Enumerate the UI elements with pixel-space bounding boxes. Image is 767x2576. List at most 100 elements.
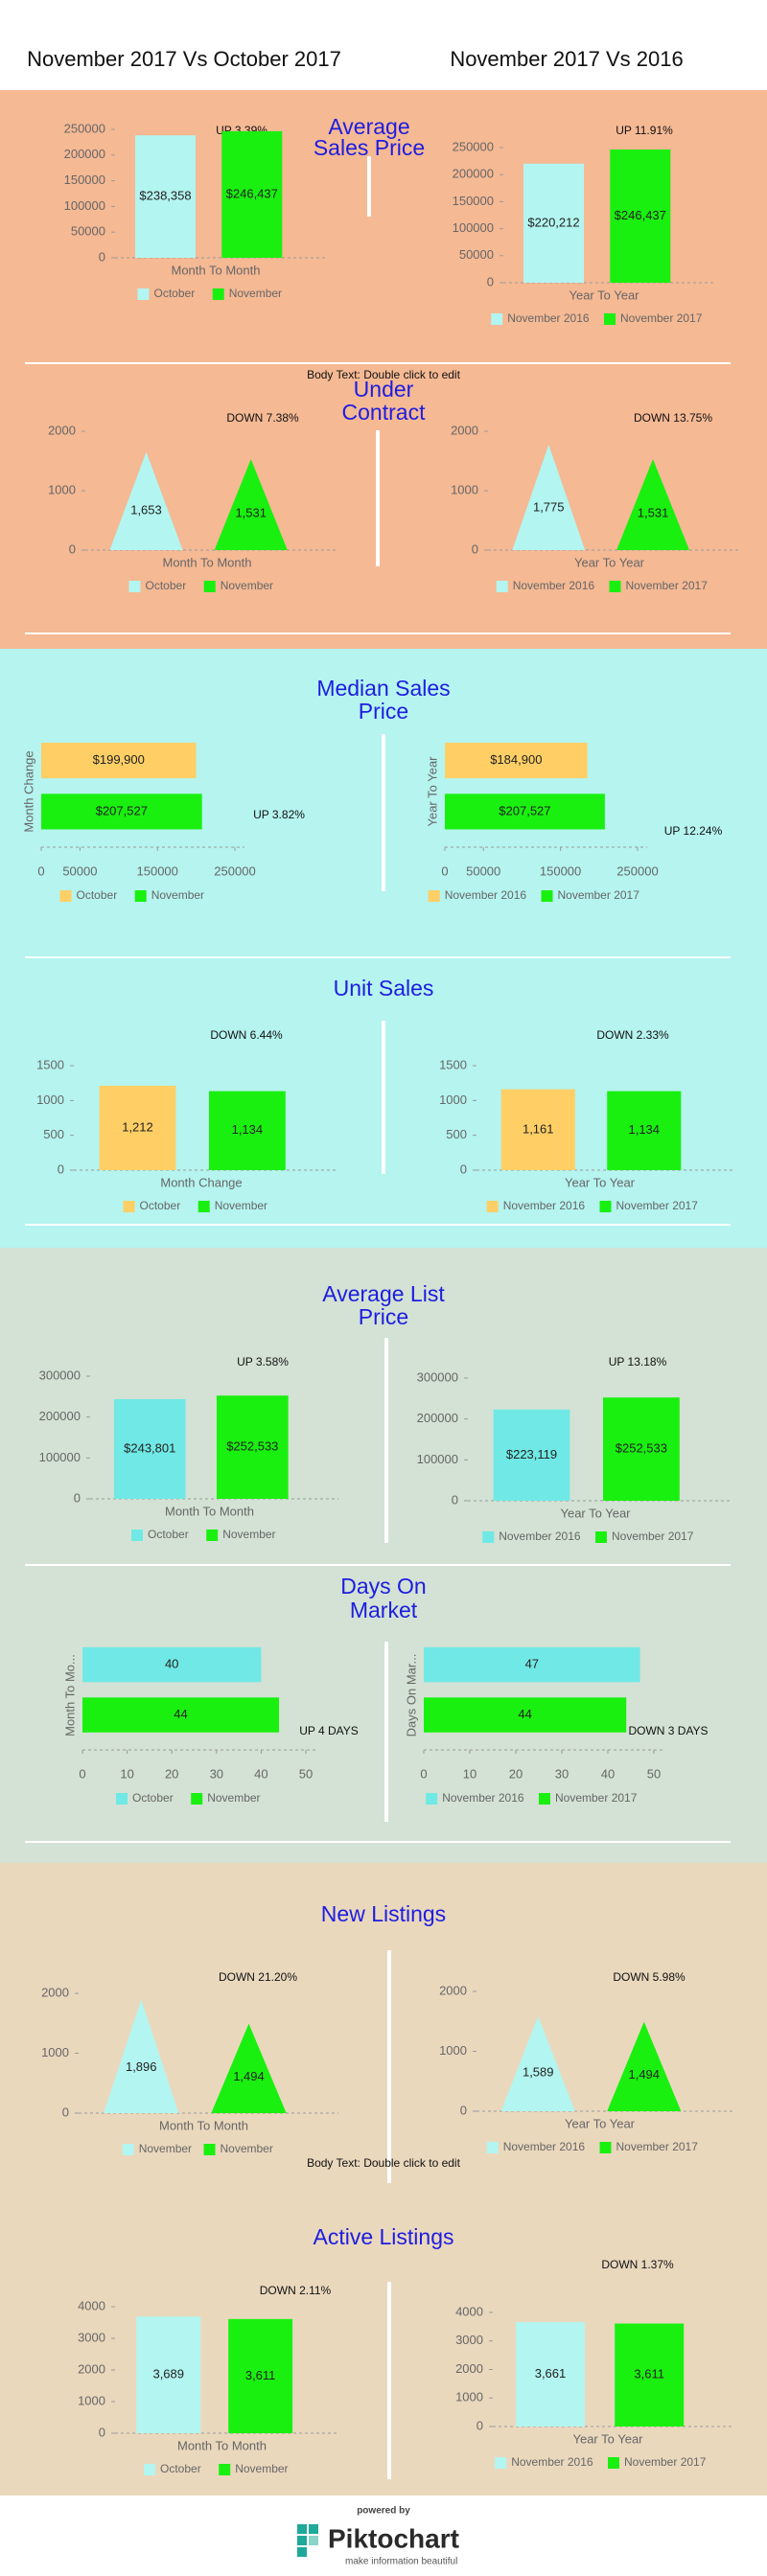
y-tick-label: 1000: [41, 2045, 69, 2059]
bar: [424, 1646, 640, 1683]
y-tick-label: 0: [99, 249, 105, 264]
y-tick-label: 50000: [459, 247, 494, 262]
value-label: $184,900: [490, 752, 542, 767]
legend-swatch: [486, 1201, 499, 1212]
x-tick-label: 250000: [616, 863, 658, 878]
x-tick-label: 0: [441, 863, 448, 878]
bar: [445, 794, 605, 830]
y-tick-label: 0: [460, 1162, 467, 1176]
axis-label: Month Change: [21, 750, 35, 832]
bar: [493, 1409, 570, 1501]
legend-swatch: [599, 1201, 612, 1212]
legend-swatch: [116, 1793, 128, 1805]
legend-swatch: [59, 890, 72, 902]
value-label: 1,494: [233, 2069, 265, 2083]
bar: [602, 1397, 680, 1501]
x-tick-label: 20: [165, 1766, 178, 1781]
section-title: Under: [354, 377, 414, 402]
y-tick-label: 1500: [36, 1057, 64, 1071]
legend-swatch: [426, 1793, 438, 1805]
y-tick-label: 0: [74, 1490, 81, 1505]
y-tick-label: 2000: [78, 2361, 105, 2376]
legend-label: October: [154, 287, 196, 300]
annotation: DOWN 13.75%: [634, 411, 712, 425]
y-tick-label: 1000: [48, 482, 76, 496]
annotation: DOWN 1.37%: [601, 2258, 674, 2271]
value-label: 47: [525, 1657, 539, 1671]
annotation: UP 4 DAYS: [299, 1724, 359, 1737]
legend-swatch: [122, 2144, 134, 2155]
value-label: $252,533: [226, 1439, 278, 1454]
section-title: Active Listings: [313, 2224, 453, 2249]
x-tick-label: 0: [420, 1766, 427, 1781]
value-label: $207,527: [499, 803, 550, 817]
axis-label: Month To Month: [172, 263, 261, 277]
legend-swatch: [203, 2144, 216, 2155]
y-tick-label: 3000: [455, 2333, 483, 2347]
value-label: $246,437: [615, 208, 666, 222]
y-tick-label: 3000: [78, 2330, 105, 2344]
annotation: UP 13.18%: [609, 1355, 667, 1368]
value-label: 1,775: [533, 499, 565, 514]
y-tick-label: 150000: [64, 172, 105, 187]
bar: [516, 2322, 585, 2426]
bar: [607, 1091, 682, 1170]
value-label: $223,119: [506, 1447, 557, 1461]
legend-label: November 2016: [511, 2455, 593, 2469]
y-tick-label: 4000: [78, 2298, 105, 2312]
y-tick-label: 1000: [455, 2390, 483, 2404]
x-tick-label: 50: [647, 1766, 661, 1781]
value-label: 3,689: [152, 2367, 184, 2381]
y-tick-label: 0: [460, 2103, 467, 2117]
value-label: $243,801: [124, 1440, 175, 1455]
logo-cell: [297, 2524, 307, 2534]
x-tick-label: 0: [79, 1766, 85, 1781]
legend-swatch: [123, 1201, 135, 1212]
header-bg: [0, 0, 767, 90]
bar: [208, 1091, 286, 1170]
legend-label: November: [235, 2462, 288, 2475]
x-tick-label: 30: [210, 1766, 223, 1781]
bar: [113, 1398, 186, 1499]
x-tick-label: 30: [555, 1766, 569, 1781]
legend-label: November 2016: [503, 1199, 586, 1212]
legend-swatch: [134, 890, 147, 902]
triangle: [109, 451, 183, 550]
legend-label: November 2017: [624, 2455, 707, 2469]
legend-label: November 2016: [442, 1791, 524, 1805]
y-tick-label: 300000: [39, 1368, 81, 1382]
legend-label: November 2017: [555, 1791, 638, 1805]
value-label: 1,531: [235, 505, 267, 519]
y-tick-label: 0: [452, 1492, 458, 1506]
annotation: UP 3.58%: [237, 1355, 289, 1368]
legend-swatch: [496, 581, 508, 592]
legend-swatch: [206, 1530, 219, 1541]
value-label: 44: [518, 1707, 531, 1721]
legend-swatch: [491, 313, 503, 325]
legend-label: November: [221, 579, 273, 592]
bar: [99, 1085, 176, 1170]
section-title: Average List: [322, 1281, 445, 1306]
triangle: [607, 2021, 682, 2111]
y-tick-label: 0: [62, 2104, 69, 2119]
x-tick-label: 10: [120, 1766, 133, 1781]
y-tick-label: 1000: [439, 2043, 467, 2058]
y-tick-label: 250000: [453, 139, 494, 153]
legend-label: October: [77, 888, 118, 902]
triangle: [214, 459, 288, 550]
axis-label: Year To Year: [565, 1175, 636, 1189]
y-tick-label: 50000: [71, 224, 105, 239]
value-label: 40: [165, 1657, 178, 1671]
y-tick-label: 100000: [417, 1452, 458, 1466]
y-tick-label: 0: [487, 274, 494, 288]
bar: [424, 1697, 627, 1733]
x-tick-label: 150000: [137, 863, 178, 878]
brand: Piktochart: [328, 2523, 459, 2553]
legend-label: October: [140, 1199, 181, 1212]
section-title: Price: [359, 699, 408, 724]
y-tick-label: 200000: [417, 1411, 458, 1425]
bar: [500, 1089, 575, 1170]
tagline: make information beautiful: [345, 2557, 457, 2567]
triangle: [500, 2015, 575, 2111]
y-tick-label: 0: [99, 2425, 105, 2439]
